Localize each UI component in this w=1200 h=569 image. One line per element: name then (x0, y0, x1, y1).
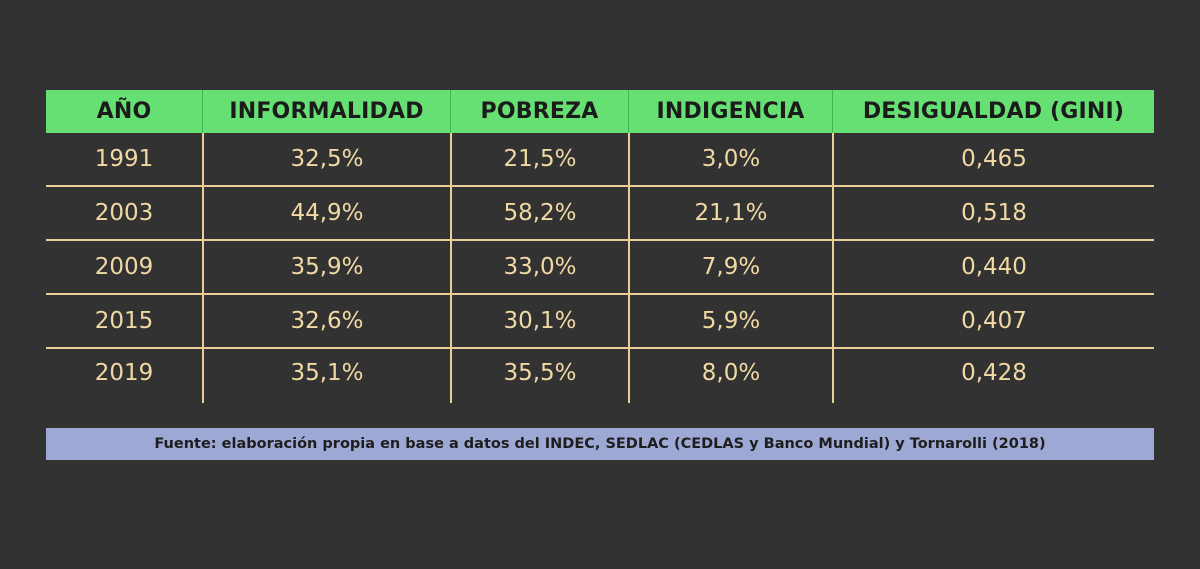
table-cell: 58,2% (450, 187, 628, 239)
table-cell: 5,9% (628, 295, 832, 347)
table-cell: 32,5% (202, 133, 450, 185)
table-cell: 0,518 (832, 187, 1154, 239)
table-cell: 2003 (94, 200, 154, 226)
table-cell: 30,1% (450, 295, 628, 347)
table-cell: 2015 (94, 308, 154, 334)
table-cell: 32,6% (202, 295, 450, 347)
table-row: 2003 44,9% 58,2% 21,1% 0,518 (46, 187, 1154, 241)
table-row: 1991 32,5% 21,5% 3,0% 0,465 (46, 133, 1154, 187)
table-cell: 2009 (94, 254, 154, 280)
table-cell: 44,9% (202, 187, 450, 239)
source-note: Fuente: elaboración propia en base a dat… (46, 428, 1154, 460)
table-cell: 1991 (94, 146, 154, 172)
table-body: 1991 32,5% 21,5% 3,0% 0,465 2003 44,9% 58,2% 21,… (46, 133, 1154, 403)
table-cell: 7,9% (628, 241, 832, 293)
table-cell: 21,1% (628, 187, 832, 239)
table-cell: 0,407 (832, 295, 1154, 347)
table-cell: 3,0% (628, 133, 832, 185)
column-header-ano: AÑO (96, 99, 152, 124)
table-cell: 2019 (94, 360, 154, 386)
table-row: 2019 35,1% 35,5% 8,0% 0,428 (46, 349, 1154, 403)
table-row: 2015 32,6% 30,1% 5,9% 0,407 (46, 295, 1154, 349)
data-table: AÑO INFORMALIDAD POBREZA INDIGENCIA DESI… (46, 90, 1154, 403)
table-cell: 21,5% (450, 133, 628, 185)
table-row: 2009 35,9% 33,0% 7,9% 0,440 (46, 241, 1154, 295)
column-header-indigencia: INDIGENCIA (628, 90, 832, 133)
table-cell: 8,0% (628, 349, 832, 403)
table-cell: 0,465 (832, 133, 1154, 185)
table-cell: 35,1% (202, 349, 450, 403)
table-cell: 0,440 (832, 241, 1154, 293)
column-header-informalidad: INFORMALIDAD (202, 90, 450, 133)
table-cell: 33,0% (450, 241, 628, 293)
table-cell: 35,9% (202, 241, 450, 293)
table-cell: 35,5% (450, 349, 628, 403)
table-header-row: AÑO INFORMALIDAD POBREZA INDIGENCIA DESI… (46, 90, 1154, 133)
table-cell: 0,428 (832, 349, 1154, 403)
column-header-pobreza: POBREZA (450, 90, 628, 133)
column-header-desigualdad: DESIGUALDAD (GINI) (832, 90, 1154, 133)
